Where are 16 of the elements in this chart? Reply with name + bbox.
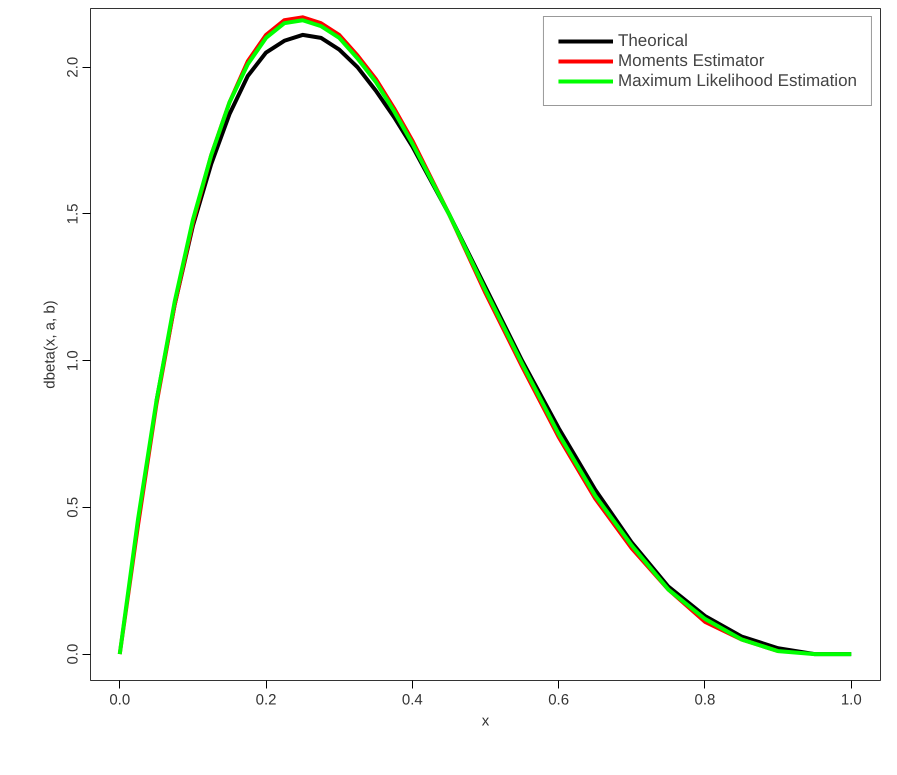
x-tick-label: 0.6: [548, 692, 570, 708]
legend-label: Theorical: [618, 31, 688, 51]
legend-label: Maximum Likelihood Estimation: [618, 71, 857, 91]
y-axis-title: dbeta(x, a, b): [42, 300, 58, 389]
y-tick-label: 0.5: [64, 496, 82, 518]
y-tick-label: 0.0: [64, 644, 82, 665]
x-tick-label: 0.0: [109, 692, 130, 708]
y-tick-label: 2.0: [64, 56, 82, 78]
x-tick-label: 0.8: [694, 692, 716, 708]
x-tick-label: 0.4: [402, 692, 423, 708]
x-axis-title: x: [482, 712, 490, 730]
x-tick-label: 0.2: [256, 692, 276, 708]
legend-label: Moments Estimator: [618, 51, 764, 71]
x-tick-label: 1.0: [840, 692, 862, 708]
y-tick-label: 1.5: [64, 203, 82, 224]
y-tick-label: 1.0: [64, 350, 82, 372]
